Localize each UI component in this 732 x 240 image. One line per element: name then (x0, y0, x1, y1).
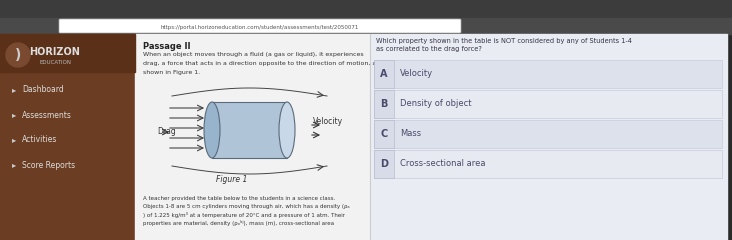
Text: Passage II: Passage II (143, 42, 190, 51)
Text: shown in Figure 1.: shown in Figure 1. (143, 70, 200, 75)
Bar (0, 0, 732, 18)
Bar (370, 34, 727, 240)
Text: drag, a force that acts in a direction opposite to the direction of motion, as: drag, a force that acts in a direction o… (143, 61, 379, 66)
Bar (0, 34, 135, 240)
Text: A: A (380, 69, 388, 79)
Text: properties are material, density (ρₒᵇʲ), mass (m), cross-sectional area: properties are material, density (ρₒᵇʲ),… (143, 220, 334, 226)
Text: HORIZON: HORIZON (29, 47, 81, 57)
Text: ▸: ▸ (12, 161, 16, 169)
Text: Objects 1-8 are 5 cm cylinders moving through air, which has a density (ρₐ: Objects 1-8 are 5 cm cylinders moving th… (143, 204, 350, 209)
Bar (374, 150, 722, 178)
Text: Mass: Mass (400, 130, 421, 138)
Text: C: C (381, 129, 388, 139)
Text: When an object moves through a fluid (a gas or liquid), it experiences: When an object moves through a fluid (a … (143, 52, 364, 57)
Text: Density of object: Density of object (400, 100, 471, 108)
Text: Drag: Drag (157, 127, 176, 137)
Text: Velocity: Velocity (400, 70, 433, 78)
Bar (0, 34, 135, 72)
Text: Which property shown in the table is NOT considered by any of Students 1-4: Which property shown in the table is NOT… (376, 38, 632, 44)
Text: Figure 1: Figure 1 (217, 175, 247, 184)
Ellipse shape (279, 102, 295, 158)
Bar (212, 102, 287, 158)
Text: ▸: ▸ (12, 110, 16, 120)
Bar (374, 90, 394, 118)
Ellipse shape (204, 102, 220, 158)
Text: Dashboard: Dashboard (22, 85, 64, 95)
Bar (374, 150, 394, 178)
Text: Cross-sectional area: Cross-sectional area (400, 160, 485, 168)
Bar (374, 120, 394, 148)
Text: ▸: ▸ (12, 136, 16, 144)
Circle shape (6, 43, 30, 67)
Text: https://portal.horizoneducation.com/student/assessments/test/2050071: https://portal.horizoneducation.com/stud… (161, 25, 359, 30)
Bar (374, 90, 722, 118)
Text: Score Reports: Score Reports (22, 161, 75, 169)
Text: ▸: ▸ (12, 85, 16, 95)
Bar (0, 18, 732, 34)
Text: A teacher provided the table below to the students in a science class.: A teacher provided the table below to th… (143, 196, 335, 201)
Text: Activities: Activities (22, 136, 57, 144)
Text: D: D (380, 159, 388, 169)
Text: Assessments: Assessments (22, 110, 72, 120)
Text: B: B (381, 99, 388, 109)
Text: Velocity: Velocity (313, 118, 343, 126)
FancyBboxPatch shape (59, 19, 461, 33)
Text: as correlated to the drag force?: as correlated to the drag force? (376, 46, 482, 52)
Text: EDUCATION: EDUCATION (39, 60, 71, 65)
Bar (135, 34, 370, 240)
Text: ): ) (15, 48, 21, 62)
Bar (374, 120, 722, 148)
Text: ) of 1.225 kg/m³ at a temperature of 20°C and a pressure of 1 atm. Their: ) of 1.225 kg/m³ at a temperature of 20°… (143, 212, 345, 218)
Bar (374, 60, 394, 88)
Bar (374, 60, 722, 88)
